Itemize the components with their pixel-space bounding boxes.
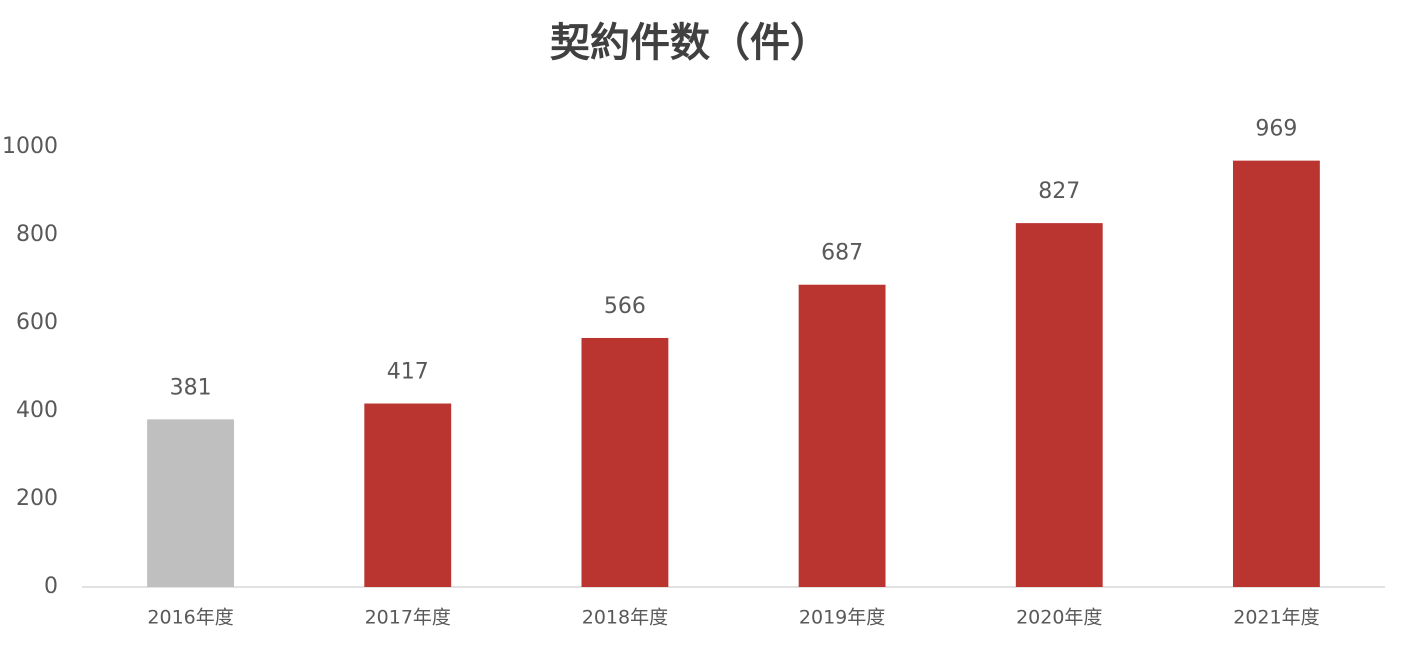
value-label: 969 (1255, 117, 1297, 142)
x-tick-label: 2016年度 (147, 607, 233, 629)
bar (798, 284, 886, 587)
value-label: 381 (170, 375, 212, 400)
bar (1015, 223, 1103, 587)
y-tick-label: 1000 (2, 134, 58, 159)
bar (1232, 160, 1320, 587)
value-label: 566 (604, 294, 646, 319)
x-tick-label: 2018年度 (582, 607, 668, 629)
y-tick-label: 800 (16, 222, 58, 247)
x-tick-label: 2021年度 (1233, 607, 1319, 629)
y-tick-label: 200 (16, 486, 58, 511)
y-tick-label: 600 (16, 310, 58, 335)
y-tick-label: 0 (44, 574, 58, 599)
y-tick-label: 400 (16, 398, 58, 423)
x-tick-label: 2019年度 (799, 607, 885, 629)
bar (581, 337, 669, 587)
value-label: 687 (821, 241, 863, 266)
chart-title: 契約件数（件） (550, 20, 830, 66)
x-tick-label: 2017年度 (365, 607, 451, 629)
x-tick-label: 2020年度 (1016, 607, 1102, 629)
bar (147, 419, 235, 587)
value-label: 827 (1038, 179, 1080, 204)
bar (364, 403, 452, 587)
value-label: 417 (387, 360, 429, 385)
